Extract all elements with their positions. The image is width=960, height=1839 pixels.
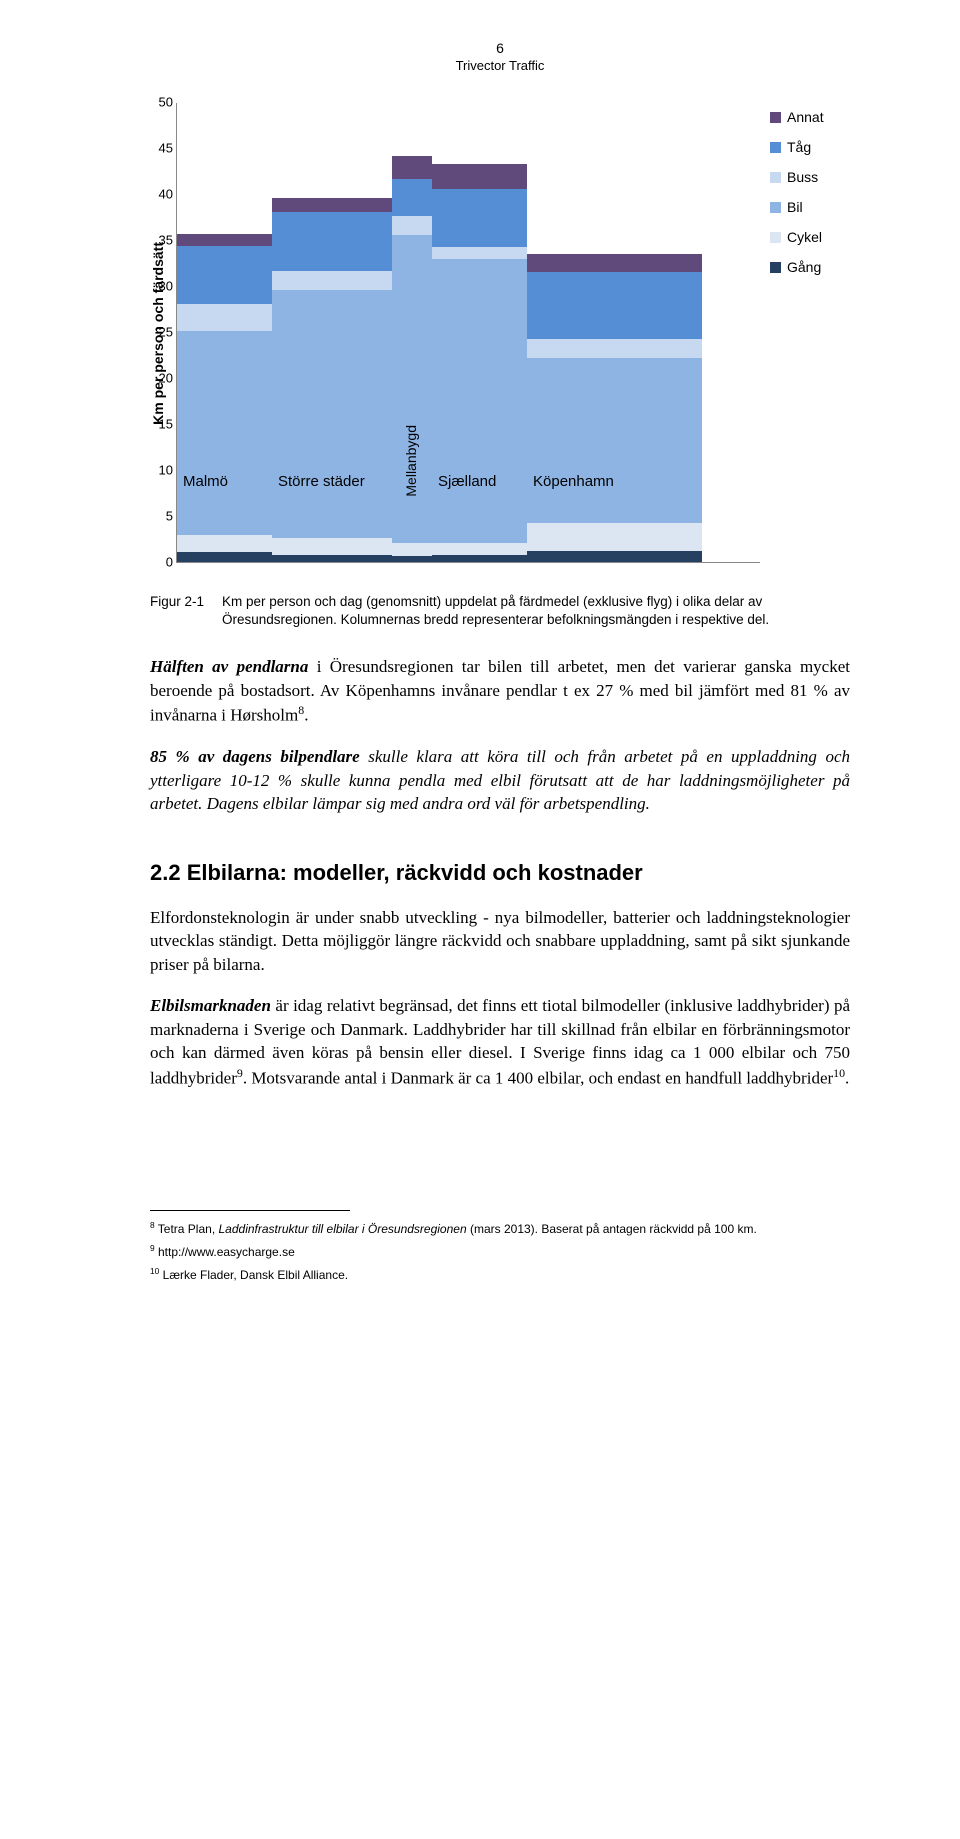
chart-bar-segment [392,556,432,562]
legend-item: Annat [770,109,850,125]
paragraph-2-lead: 85 % av dagens bilpendlare [150,747,360,766]
chart-bar-segment [392,179,432,216]
figure-caption-text: Km per person och dag (genomsnitt) uppde… [222,593,850,629]
page-number: 6 [150,40,850,56]
chart-y-tick: 50 [145,95,173,110]
chart-bar-label: Sjælland [438,473,496,490]
chart-bar-segment [177,552,272,562]
chart-bar-segment [527,339,702,357]
chart-y-tick: 0 [145,555,173,570]
chart-y-tick: 40 [145,187,173,202]
chart-y-tick: 5 [145,509,173,524]
chart-bar-segment [432,189,527,247]
chart-bar-segment [272,555,392,562]
legend-swatch [770,202,781,213]
chart-bar-segment [177,234,272,247]
legend-label: Annat [787,109,824,125]
chart-bar-segment [527,358,702,524]
footnote-9: 9 http://www.easycharge.se [150,1242,830,1261]
figure-caption: Figur 2-1 Km per person och dag (genomsn… [150,593,850,629]
chart-bar: Mellanbygd [392,156,432,562]
chart-bar-segment [177,535,272,552]
chart-bar-segment [177,246,272,303]
chart-bar-segment [272,271,392,289]
chart-bar-segment [527,523,702,551]
chart-bar-segment [272,212,392,272]
chart-y-tick: 30 [145,279,173,294]
chart-bar: Malmö [177,234,272,562]
footnotes: 8 Tetra Plan, Laddinfrastruktur till elb… [150,1211,830,1284]
paragraph-1: Hälften av pendlarna i Öresundsregionen … [150,655,850,727]
trivector-label: Trivector Traffic [150,58,850,73]
legend-item: Buss [770,169,850,185]
legend-label: Tåg [787,139,811,155]
legend-swatch [770,172,781,183]
chart-y-ticks: 05101520253035404550 [145,103,173,562]
legend-item: Cykel [770,229,850,245]
chart-y-tick: 20 [145,371,173,386]
chart-bars: Malmö Större städer Mellanbygd Sjælland Köpe… [177,103,702,562]
chart-bar-segment [432,247,527,259]
chart-plot-area: 05101520253035404550 MalmöStörre städerM… [176,103,760,563]
paragraph-3: Elfordonsteknologin är under snabb utvec… [150,906,850,976]
chart-bar-segment [272,538,392,555]
footnote-8: 8 Tetra Plan, Laddinfrastruktur till elb… [150,1219,830,1238]
chart-bar-segment [177,304,272,332]
chart: Km per person och färdsätt 0510152025303… [150,103,850,563]
chart-bar-segment [177,331,272,535]
paragraph-4-lead: Elbilsmarknaden [150,996,271,1015]
footnote-10: 10 Lærke Flader, Dansk Elbil Alliance. [150,1265,830,1284]
chart-bar-segment [392,156,432,179]
section-2-2-heading: 2.2 Elbilarna: modeller, räckvidd och ko… [150,860,850,886]
chart-bar-label: Malmö [183,473,228,490]
chart-bar-label: Mellanbygd [403,425,419,497]
chart-y-tick: 10 [145,463,173,478]
chart-bar-segment [527,551,702,562]
legend-label: Gång [787,259,821,275]
legend-label: Cykel [787,229,822,245]
chart-bar: Sjælland [432,164,527,562]
legend-swatch [770,232,781,243]
chart-bar-segment [392,216,432,234]
chart-bar: Större städer [272,198,392,562]
paragraph-1-lead: Hälften av pendlarna [150,657,308,676]
chart-bar-segment [432,259,527,542]
legend-label: Buss [787,169,818,185]
chart-bar-segment [527,272,702,339]
chart-bar-segment [272,290,392,538]
chart-y-tick: 45 [145,141,173,156]
paragraph-2: 85 % av dagens bilpendlare skulle klara … [150,745,850,815]
legend-item: Bil [770,199,850,215]
chart-bar-segment [392,543,432,557]
page: 6 Trivector Traffic Km per person och fä… [0,0,960,1348]
chart-bar: Köpenhamn [527,254,702,562]
legend-swatch [770,142,781,153]
chart-y-tick: 15 [145,417,173,432]
chart-bar-segment [432,543,527,555]
legend-swatch [770,262,781,273]
chart-bar-label: Köpenhamn [533,473,614,490]
paragraph-4: Elbilsmarknaden är idag relativt begräns… [150,994,850,1089]
chart-bar-segment [527,254,702,272]
chart-bar-segment [432,164,527,190]
chart-bar-label: Större städer [278,473,365,490]
legend-item: Tåg [770,139,850,155]
legend-label: Bil [787,199,803,215]
legend-item: Gång [770,259,850,275]
page-header: 6 Trivector Traffic [150,40,850,73]
chart-y-tick: 35 [145,233,173,248]
figure-caption-label: Figur 2-1 [150,593,204,629]
chart-y-tick: 25 [145,325,173,340]
chart-bar-segment [272,198,392,212]
chart-legend: Annat Tåg Buss Bil Cykel Gång [770,103,850,563]
legend-swatch [770,112,781,123]
footnote-ref-10: 10 [833,1066,845,1080]
chart-bar-segment [432,555,527,562]
